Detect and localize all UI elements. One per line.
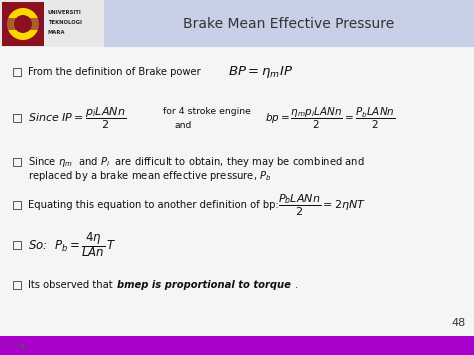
Bar bbox=[13, 158, 21, 166]
Bar bbox=[13, 68, 21, 76]
Bar bbox=[2, 2, 44, 46]
Bar bbox=[0, 0, 104, 47]
Text: TEKNOLOGI: TEKNOLOGI bbox=[48, 20, 82, 24]
Circle shape bbox=[7, 8, 39, 40]
Text: From the definition of Brake power: From the definition of Brake power bbox=[28, 67, 201, 77]
Bar bbox=[13, 114, 21, 122]
Text: 48: 48 bbox=[452, 318, 466, 328]
Text: .: . bbox=[295, 280, 298, 290]
Circle shape bbox=[14, 15, 32, 33]
Text: Since $\eta_m$  and $P_i$  are difficult to obtain, they may be combined and: Since $\eta_m$ and $P_i$ are difficult t… bbox=[28, 155, 365, 169]
Text: and: and bbox=[175, 121, 192, 131]
Text: So:  $P_b = \dfrac{4\eta}{LAn}\,T$: So: $P_b = \dfrac{4\eta}{LAn}\,T$ bbox=[28, 231, 117, 260]
Text: Since $IP = \dfrac{p_i LANn}{2}$: Since $IP = \dfrac{p_i LANn}{2}$ bbox=[28, 105, 126, 131]
Text: for 4 stroke engine: for 4 stroke engine bbox=[163, 108, 251, 116]
Text: UNIVERSITI: UNIVERSITI bbox=[48, 10, 82, 15]
Text: $bp = \dfrac{\eta_m p_i LANn}{2} = \dfrac{P_b LANn}{2}$: $bp = \dfrac{\eta_m p_i LANn}{2} = \dfra… bbox=[265, 105, 395, 131]
Text: bmep is proportional to torque: bmep is proportional to torque bbox=[117, 280, 291, 290]
Text: MARA: MARA bbox=[48, 29, 65, 34]
Text: © ? ©▲: © ? ©▲ bbox=[4, 343, 26, 348]
Text: $\dfrac{P_b LANn}{2} = 2\eta NT$: $\dfrac{P_b LANn}{2} = 2\eta NT$ bbox=[278, 192, 366, 218]
Text: Brake Mean Effective Pressure: Brake Mean Effective Pressure bbox=[183, 16, 395, 31]
Bar bbox=[2, 18, 44, 30]
Bar bbox=[13, 201, 21, 209]
Text: Equating this equation to another definition of bp:: Equating this equation to another defini… bbox=[28, 200, 279, 210]
Text: replaced by a brake mean effective pressure, $P_b$: replaced by a brake mean effective press… bbox=[28, 169, 272, 183]
Bar bbox=[0, 336, 474, 355]
Bar bbox=[13, 281, 21, 289]
Bar bbox=[13, 241, 21, 249]
Bar bbox=[104, 0, 474, 47]
Text: $BP = \eta_m IP$: $BP = \eta_m IP$ bbox=[228, 64, 293, 80]
Text: Its observed that: Its observed that bbox=[28, 280, 116, 290]
